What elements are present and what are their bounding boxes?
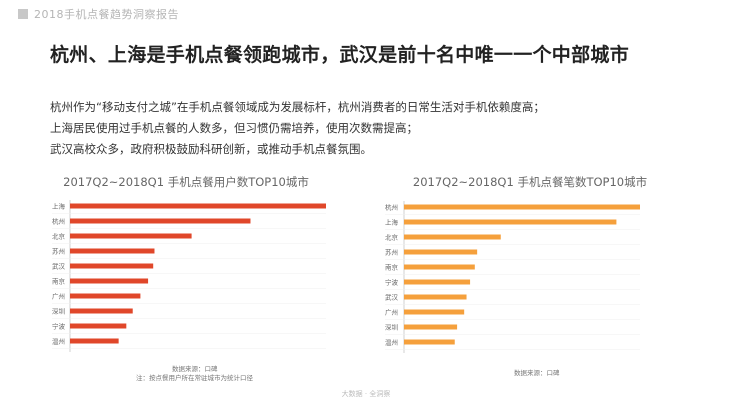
orders-chart-label-7: 武汉 (385, 293, 399, 302)
body-line-3: 武汉高校众多，政府积极鼓励科研创新，或推动手机点餐氛围。 (50, 142, 372, 156)
users-chart-label-5: 武汉 (52, 262, 66, 271)
users-chart-bar-9 (70, 323, 127, 329)
users-chart-label-9: 宁波 (52, 322, 66, 331)
orders-chart-label-5: 南京 (385, 263, 399, 272)
users-chart-label-2: 杭州 (52, 217, 65, 226)
orders-chart-bar-3 (404, 234, 501, 240)
chart-orders-top10: 2017Q2~2018Q1 手机点餐笔数TOP10城市杭州上海北京苏州南京宁波武… (385, 175, 647, 377)
users-chart-label-3: 北京 (52, 232, 66, 241)
users-chart-bar-3 (70, 233, 192, 239)
body-text: 杭州作为“移动支付之城”在手机点餐领域成为发展标杆，杭州消费者的日常生活对手机依… (50, 97, 545, 160)
orders-chart-label-2: 上海 (385, 218, 399, 227)
orders-chart-label-3: 北京 (385, 233, 399, 242)
body-line-2: 上海居民使用过手机点餐的人数多，但习惯仍需培养，使用次数需提高； (50, 121, 418, 135)
orders-chart-note-1: 数据来源：口碑 (514, 368, 560, 377)
report-header: 2018手机点餐趋势洞察报告 (0, 0, 732, 30)
users-chart-bar-2 (70, 218, 251, 224)
orders-chart-bar-9 (404, 324, 458, 330)
users-chart-label-7: 广州 (52, 292, 65, 301)
users-chart-bar-7 (70, 293, 141, 299)
orders-chart-label-8: 广州 (385, 308, 398, 317)
orders-chart-bar-8 (404, 309, 465, 315)
orders-chart-label-10: 温州 (385, 338, 398, 347)
users-chart-label-1: 上海 (52, 202, 66, 211)
footer-watermark: 大数据 · 全洞察 (341, 390, 391, 398)
orders-chart-label-6: 宁波 (385, 278, 399, 287)
users-chart-bar-5 (70, 263, 154, 269)
orders-chart-bar-4 (404, 249, 478, 255)
users-chart-label-8: 深圳 (52, 307, 65, 316)
users-chart-label-6: 南京 (52, 277, 66, 286)
users-chart-bar-6 (70, 278, 149, 284)
orders-chart-bar-1 (404, 204, 640, 210)
orders-chart-bar-7 (404, 294, 467, 300)
orders-chart-bar-2 (404, 219, 617, 225)
users-chart-label-4: 苏州 (52, 247, 65, 256)
users-chart-bar-1 (70, 203, 326, 209)
orders-chart-bar-10 (404, 339, 455, 345)
report-title: 2018手机点餐趋势洞察报告 (34, 8, 179, 21)
users-chart-note-1: 数据来源：口碑 (172, 364, 218, 373)
orders-chart-label-1: 杭州 (385, 203, 398, 212)
users-chart-bar-4 (70, 248, 155, 254)
users-chart-bar-8 (70, 308, 133, 314)
users-chart-bar-10 (70, 338, 119, 344)
orders-chart-label-4: 苏州 (385, 248, 398, 257)
users-chart-title: 2017Q2~2018Q1 手机点餐用户数TOP10城市 (63, 175, 309, 189)
orders-chart-bar-6 (404, 279, 471, 285)
headline: 杭州、上海是手机点餐领跑城市，武汉是前十名中唯一一个中部城市 (50, 44, 630, 66)
header-square-icon (18, 9, 28, 19)
users-chart-label-10: 温州 (52, 337, 65, 346)
users-chart-note-2: 注：按点餐用户所在常驻城市为统计口径 (136, 373, 254, 382)
orders-chart-bar-5 (404, 264, 475, 270)
orders-chart-label-9: 深圳 (385, 323, 398, 332)
chart-users-top10: 2017Q2~2018Q1 手机点餐用户数TOP10城市上海杭州北京苏州武汉南京… (52, 175, 326, 382)
orders-chart-title: 2017Q2~2018Q1 手机点餐笔数TOP10城市 (413, 175, 647, 189)
body-line-1: 杭州作为“移动支付之城”在手机点餐领域成为发展标杆，杭州消费者的日常生活对手机依… (50, 100, 545, 114)
